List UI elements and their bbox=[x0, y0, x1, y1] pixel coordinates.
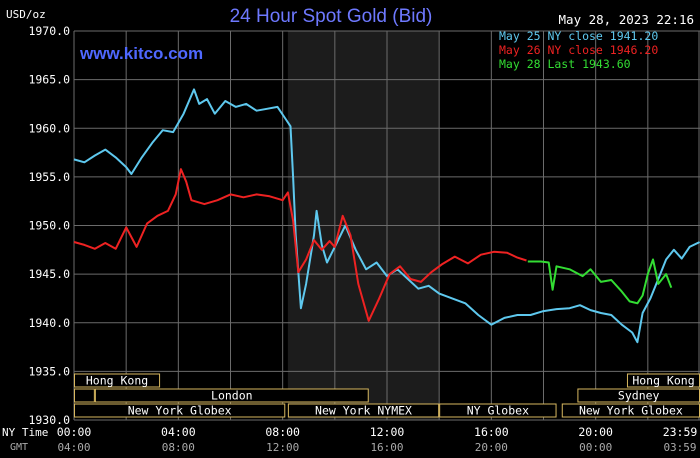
legend-item-may25: May 25 NY close 1941.20 bbox=[499, 29, 658, 43]
y-tick-label: 1955.0 bbox=[28, 170, 70, 184]
x-tick-label-ny: 04:00 bbox=[161, 425, 196, 439]
gmt-label: GMT bbox=[10, 442, 28, 453]
x-tick-label-gmt: 04:00 bbox=[57, 441, 90, 454]
x-tick-label-ny: 00:00 bbox=[57, 425, 92, 439]
price-line bbox=[73, 168, 527, 322]
watermark: www.kitco.com bbox=[79, 44, 203, 63]
session-label: Hong Kong bbox=[632, 374, 694, 388]
legend-item-may26: May 26 NY close 1946.20 bbox=[499, 43, 658, 57]
session-bar bbox=[74, 373, 161, 388]
x-tick-label-ny: 16:00 bbox=[474, 425, 509, 439]
y-tick-label: 1960.0 bbox=[28, 121, 70, 135]
y-tick-label: 1965.0 bbox=[28, 73, 70, 87]
ny-time-label: NY Time bbox=[2, 426, 48, 439]
y-tick-label: 1935.0 bbox=[28, 364, 70, 378]
timestamp: May 28, 2023 22:16 bbox=[559, 12, 694, 27]
session-bar bbox=[74, 388, 95, 403]
session-label: New York Globex bbox=[128, 404, 232, 418]
x-tick-label-ny: 20:00 bbox=[578, 425, 613, 439]
session-label: Sydney bbox=[618, 389, 660, 403]
session-label: Hong Kong bbox=[86, 374, 148, 388]
price-series bbox=[73, 88, 700, 344]
x-tick-label-gmt: 12:00 bbox=[266, 441, 299, 454]
x-tick-label-ny: 12:00 bbox=[370, 425, 405, 439]
y-tick-label: 1940.0 bbox=[28, 316, 70, 330]
chart-title: 24 Hour Spot Gold (Bid) bbox=[230, 6, 433, 27]
x-tick-label-gmt: 08:00 bbox=[162, 441, 195, 454]
legend: May 25 NY close 1941.20 May 26 NY close … bbox=[499, 29, 658, 71]
y-tick-label: 1950.0 bbox=[28, 219, 70, 233]
y-axis-ticks: 1970.0 1965.0 1960.0 1955.0 1950.0 1945.0 1940… bbox=[28, 24, 70, 427]
legend-item-may28: May 28 Last 1943.60 bbox=[499, 57, 631, 71]
session-label: NY Globex bbox=[467, 404, 529, 418]
price-line bbox=[527, 258, 673, 305]
y-tick-label: 1945.0 bbox=[28, 267, 70, 281]
x-tick-label-gmt: 00:00 bbox=[579, 441, 612, 454]
units-label: USD/oz bbox=[6, 8, 46, 21]
x-tick-label-ny: 08:00 bbox=[265, 425, 300, 439]
session-bar bbox=[287, 403, 440, 418]
x-tick-label-gmt: 20:00 bbox=[475, 441, 508, 454]
session-label: New York NYMEX bbox=[315, 404, 412, 418]
y-tick-label: 1930.0 bbox=[28, 413, 70, 427]
session-bar bbox=[439, 403, 557, 418]
session-bar bbox=[74, 403, 286, 418]
x-tick-label-ny: 23:59 bbox=[663, 425, 698, 439]
session-label: London bbox=[211, 389, 253, 403]
y-tick-label: 1970.0 bbox=[28, 24, 70, 38]
x-axis-ticks: 00:00 04:00 04:00 08:00 08:00 12:00 12:00 16:00… bbox=[57, 425, 698, 454]
x-tick-label-gmt: 16:00 bbox=[370, 441, 403, 454]
session-bar bbox=[94, 388, 369, 403]
x-tick-label-gmt: 03:59 bbox=[663, 441, 696, 454]
session-label: New York Globex bbox=[579, 404, 683, 418]
